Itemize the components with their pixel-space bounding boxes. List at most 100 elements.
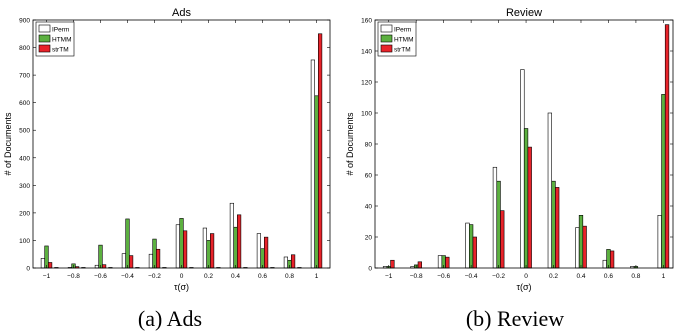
legend-swatch-htmm: [38, 34, 51, 43]
legend-swatch-iperm: [38, 24, 51, 33]
bar-strtm: [527, 146, 532, 269]
bar-strtm: [102, 264, 107, 269]
legend-swatch-htmm: [380, 34, 393, 43]
bar-htmm: [314, 95, 319, 269]
bar-iperm: [492, 166, 498, 269]
y-tick-label: 500: [19, 128, 30, 135]
bar-strtm: [290, 254, 296, 269]
x-axis-label: τ(σ): [516, 282, 531, 292]
bar-iperm: [575, 227, 580, 269]
y-tick-label: 900: [19, 18, 30, 25]
bar-iperm: [602, 259, 607, 269]
x-tick-label: 0.2: [549, 273, 558, 280]
x-tick-label: 0.6: [604, 273, 613, 280]
bar-iperm: [175, 224, 181, 269]
x-tick-label: −0.8: [410, 273, 423, 280]
bar-strtm: [47, 262, 53, 269]
figure-caption: (b) Review: [466, 306, 564, 331]
bar-strtm: [317, 33, 323, 269]
x-tick-label: −0.2: [492, 273, 505, 280]
bar-strtm: [472, 236, 477, 269]
legend-swatch-strtm: [380, 44, 393, 53]
y-axis-label: # of Documents: [3, 112, 13, 176]
legend-label: HTMM: [52, 37, 72, 44]
y-tick-label: 60: [365, 173, 373, 180]
x-tick-label: −1: [385, 273, 393, 280]
y-tick-label: 600: [19, 100, 30, 107]
chart-title: Review: [506, 7, 542, 19]
bar-strtm: [156, 248, 161, 269]
x-tick-label: −1: [43, 273, 51, 280]
y-tick-label: 160: [361, 18, 372, 25]
bar-htmm: [551, 180, 556, 269]
bar-iperm: [40, 258, 45, 269]
bar-htmm: [523, 128, 529, 269]
y-tick-label: 400: [19, 155, 30, 162]
bar-strtm: [417, 261, 422, 269]
x-tick-label: 0.8: [285, 273, 294, 280]
legend-swatch-iperm: [380, 24, 393, 33]
legend-label: IPerm: [52, 27, 69, 34]
bar-iperm: [229, 202, 235, 269]
bar-strtm: [183, 230, 188, 269]
legend-label: strTM: [394, 47, 411, 54]
y-tick-label: 140: [361, 49, 372, 56]
x-tick-label: 1: [662, 273, 666, 280]
bar-htmm: [233, 226, 238, 269]
y-tick-label: 20: [365, 235, 373, 242]
bar-htmm: [98, 244, 103, 269]
bar-htmm: [468, 224, 474, 269]
y-tick-label: 0: [26, 266, 30, 273]
legend-label: strTM: [52, 47, 69, 54]
bar-iperm: [202, 227, 208, 269]
chart-title: Ads: [172, 7, 191, 19]
x-tick-label: 0.6: [258, 273, 267, 280]
x-axis-label: τ(σ): [174, 282, 189, 292]
bar-htmm: [44, 245, 49, 269]
y-tick-label: 80: [365, 142, 373, 149]
bar-htmm: [125, 218, 130, 269]
x-tick-label: 0.2: [204, 273, 213, 280]
bar-strtm: [263, 236, 269, 269]
x-tick-label: −0.4: [121, 273, 134, 280]
bar-htmm: [661, 94, 666, 269]
figure-caption: (a) Ads: [138, 306, 202, 331]
y-tick-label: 100: [19, 238, 30, 245]
bar-iperm: [520, 69, 525, 269]
bar-strtm: [445, 256, 450, 269]
bar-iperm: [256, 233, 262, 269]
y-tick-label: 300: [19, 183, 30, 190]
x-tick-label: −0.8: [67, 273, 80, 280]
y-tick-label: 700: [19, 73, 30, 80]
bar-iperm: [94, 264, 99, 269]
bar-iperm: [547, 112, 552, 269]
bar-htmm: [578, 215, 584, 269]
x-tick-label: −0.4: [465, 273, 478, 280]
bar-strtm: [129, 255, 134, 269]
bar-htmm: [152, 238, 157, 269]
bar-iperm: [283, 256, 289, 269]
x-tick-label: 1: [315, 273, 319, 280]
x-tick-label: 0.4: [576, 273, 585, 280]
bar-strtm: [390, 259, 395, 269]
y-tick-label: 120: [361, 80, 372, 87]
legend-label: HTMM: [394, 37, 414, 44]
y-tick-label: 100: [361, 111, 372, 118]
x-tick-label: 0.8: [631, 273, 640, 280]
x-tick-label: −0.6: [437, 273, 450, 280]
x-tick-label: 0: [180, 273, 184, 280]
bar-strtm: [500, 210, 505, 269]
x-tick-label: 0.4: [231, 273, 240, 280]
bar-iperm: [657, 215, 662, 269]
bar-strtm: [210, 233, 215, 269]
y-tick-label: 800: [19, 45, 30, 52]
bar-htmm: [179, 218, 184, 269]
bar-strtm: [582, 225, 587, 269]
bar-strtm: [664, 24, 670, 269]
y-tick-label: 200: [19, 210, 30, 217]
bar-strtm: [555, 187, 560, 269]
bar-strtm: [237, 214, 242, 269]
legend-swatch-strtm: [38, 44, 51, 53]
bar-iperm: [310, 59, 316, 269]
